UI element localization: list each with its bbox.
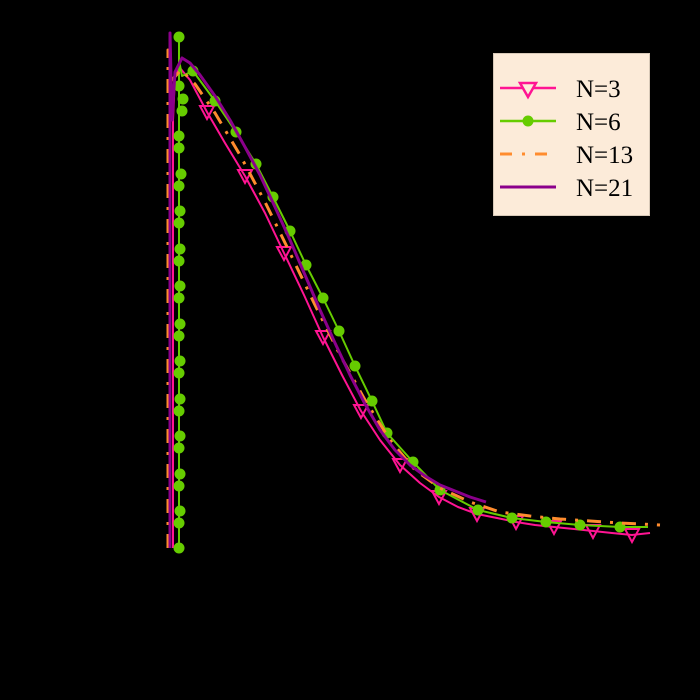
circle-marker-icon xyxy=(174,393,186,405)
circle-marker-icon xyxy=(173,367,185,379)
circle-marker-icon xyxy=(174,468,186,480)
triangle-down-icon xyxy=(623,528,641,545)
circle-marker-icon xyxy=(174,430,186,442)
triangle-down-icon xyxy=(352,404,370,421)
circle-marker-icon xyxy=(176,105,188,117)
circle-marker-icon xyxy=(173,330,185,342)
legend-label-n3: N=3 xyxy=(576,76,621,103)
triangle-down-icon xyxy=(236,169,254,186)
circle-marker-icon xyxy=(174,318,186,330)
circle-marker-icon xyxy=(472,504,484,516)
circle-marker-icon xyxy=(540,516,552,528)
circle-marker-icon xyxy=(173,292,185,304)
circle-marker-icon xyxy=(174,243,186,255)
circle-marker-icon xyxy=(506,512,518,524)
circle-marker-icon xyxy=(175,168,187,180)
circle-marker-icon xyxy=(174,355,186,367)
legend-label-n6: N=6 xyxy=(576,109,621,136)
legend-swatch-n6 xyxy=(500,115,556,127)
circle-marker-icon xyxy=(173,217,185,229)
circle-marker-icon xyxy=(174,205,186,217)
legend-entry-n3: N=3 xyxy=(494,74,649,106)
legend-swatch-n21 xyxy=(500,185,556,189)
legend-entry-n13: N=13 xyxy=(494,140,649,172)
legend-label-n13: N=13 xyxy=(576,142,634,169)
circle-marker-icon xyxy=(174,505,186,517)
legend-swatch-n13 xyxy=(500,152,556,156)
series-n13 xyxy=(166,48,661,548)
legend-swatch-n3 xyxy=(500,81,556,100)
series-layer xyxy=(166,31,661,554)
legend-label-n21: N=21 xyxy=(576,175,634,202)
circle-marker-icon xyxy=(173,517,185,529)
triangle-down-icon xyxy=(275,246,293,263)
triangle-down-icon xyxy=(314,330,332,347)
circle-marker-icon xyxy=(349,360,361,372)
circle-marker-icon xyxy=(174,280,186,292)
legend-entry-n21: N=21 xyxy=(494,173,649,205)
circle-marker-icon xyxy=(173,142,185,154)
circle-marker-icon xyxy=(366,395,378,407)
circle-marker-icon xyxy=(317,292,329,304)
series-line-n21 xyxy=(168,31,487,548)
circle-marker-icon xyxy=(173,80,185,92)
circle-marker-icon xyxy=(173,480,185,492)
legend-entry-n6: N=6 xyxy=(494,107,649,139)
circle-marker-icon xyxy=(173,542,185,554)
circle-marker-icon xyxy=(173,255,185,267)
triangle-down-icon xyxy=(391,458,409,475)
circle-marker-icon xyxy=(574,519,586,531)
circle-marker-icon xyxy=(333,325,345,337)
circle-marker-icon xyxy=(177,93,189,105)
circle-marker-icon xyxy=(522,115,534,127)
circle-marker-icon xyxy=(173,31,185,43)
circle-marker-icon xyxy=(173,405,185,417)
series-line-n13 xyxy=(166,48,661,548)
circle-marker-icon xyxy=(173,442,185,454)
series-n21 xyxy=(168,31,487,548)
chart-legend: N=3 N=6 N=13 N=21 xyxy=(493,53,650,216)
circle-marker-icon xyxy=(173,130,185,142)
triangle-down-icon xyxy=(198,105,216,122)
triangle-down-icon xyxy=(545,520,563,537)
circle-marker-icon xyxy=(173,180,185,192)
triangle-down-icon xyxy=(517,81,539,100)
